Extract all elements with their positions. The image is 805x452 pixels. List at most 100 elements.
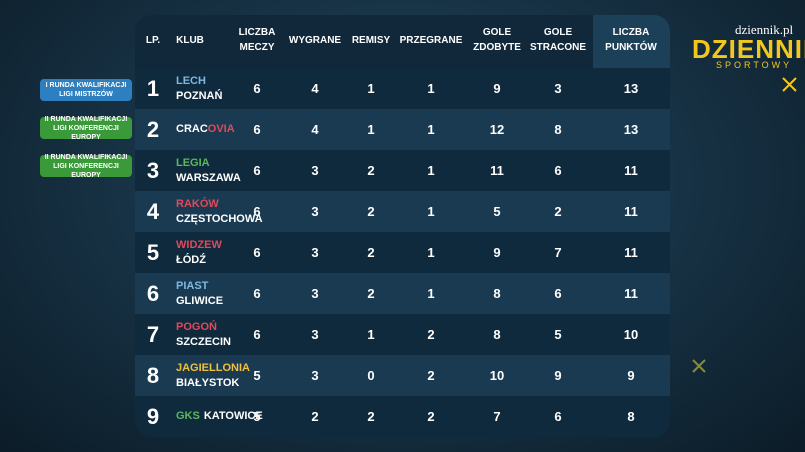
stat-value: 6 (253, 163, 261, 178)
stat-value: 3 (554, 81, 562, 96)
stat-value: 5 (493, 204, 501, 219)
stat-value: 11 (624, 286, 638, 301)
column-header: REMISY (351, 34, 391, 46)
stat-value: 3 (311, 163, 319, 178)
stat-value: 1 (427, 163, 435, 178)
stat-value: 13 (623, 81, 639, 96)
stat-value: 6 (253, 327, 261, 342)
stat-value: 9 (493, 245, 501, 260)
club-line: ŁÓDŹ (176, 253, 222, 268)
table-row: 5 WIDZEW ŁÓDŹ 6 3 2 1 9 7 11 (135, 232, 670, 273)
club-line: GLIWICE (176, 294, 223, 309)
club-name-part: GKS (176, 410, 200, 422)
club-name: JAGIELLONIA BIAŁYSTOK (176, 355, 250, 396)
column-header: GOLE ZDOBYTE (473, 27, 521, 53)
stat-value: 2 (367, 286, 375, 301)
club-line: LEGIA (176, 156, 241, 171)
table-row: 6 PIAST GLIWICE 6 3 2 1 8 6 11 (135, 273, 670, 314)
club-name-part: LECH (176, 74, 206, 87)
club-name: WIDZEW ŁÓDŹ (176, 232, 222, 273)
stat-value: 3 (311, 245, 319, 260)
club-name-part: LEGIA (176, 156, 210, 169)
stat-value: 8 (554, 122, 562, 137)
club-name-part: POZNAŃ (176, 89, 223, 102)
stat-value: 5 (554, 327, 562, 342)
column-header: PRZEGRANE (399, 34, 463, 46)
club-line: WARSZAWA (176, 171, 241, 186)
column-header: WYGRANE (288, 34, 342, 46)
club-name-part: BIAŁYSTOK (176, 376, 240, 389)
club-name-part: CRAC (176, 123, 208, 135)
stat-value: 0 (367, 368, 375, 383)
stat-value: 1 (427, 81, 435, 96)
club-name-part: ŁÓDŹ (176, 253, 206, 266)
stat-value: 1 (427, 286, 435, 301)
stat-value: 3 (311, 327, 319, 342)
stat-value: 9 (554, 368, 562, 383)
stat-value: 1 (367, 327, 375, 342)
stat-value: 6 (253, 286, 261, 301)
club-name-part: KATOWICE (203, 410, 263, 422)
stat-value: 4 (311, 122, 319, 137)
logo-site: dziennik.pl (735, 22, 794, 37)
club-name-part: WARSZAWA (176, 171, 241, 184)
club-name-part: JAGIELLONIA (176, 361, 250, 374)
position: 8 (146, 362, 160, 388)
stat-value: 6 (253, 81, 261, 96)
stat-value: 2 (427, 327, 435, 342)
stat-value: 3 (311, 204, 319, 219)
stat-value: 2 (367, 163, 375, 178)
table-row: 8 JAGIELLONIA BIAŁYSTOK 5 3 0 2 10 9 9 (135, 355, 670, 396)
stat-value: 9 (493, 81, 501, 96)
stat-value: 2 (427, 409, 435, 424)
stat-value: 1 (367, 81, 375, 96)
stat-value: 1 (427, 122, 435, 137)
qualification-label: II RUNDA KWALIFIKACJI LIGI KONFERENCJI E… (40, 154, 132, 179)
column-header: LP. (145, 34, 161, 46)
club-name: LECH POZNAŃ (176, 68, 222, 109)
club-name-part: RAKÓW (176, 197, 219, 210)
club-line: PIAST (176, 279, 223, 294)
stat-value: 11 (624, 204, 638, 219)
stat-value: 2 (554, 204, 562, 219)
stat-value: 3 (311, 286, 319, 301)
table-row: 2 CRACOVIA 6 4 1 1 12 8 13 (135, 109, 670, 150)
stat-value: 6 (554, 409, 562, 424)
stat-value: 13 (623, 122, 639, 137)
club-name: CRACOVIA (176, 109, 235, 150)
qualification-label: II RUNDA KWALIFIKACJI LIGI KONFERENCJI E… (40, 116, 132, 141)
club-name: GKS KATOWICE (176, 396, 263, 437)
stat-value: 8 (493, 286, 501, 301)
stat-value: 3 (311, 368, 319, 383)
club-line: WIDZEW (176, 238, 222, 253)
club-line: RAKÓW (176, 197, 263, 212)
stat-value: 12 (489, 122, 505, 137)
table-row: 9 GKS KATOWICE 5 2 2 2 7 6 8 (135, 396, 670, 437)
club-name-part: PIAST (176, 279, 209, 292)
club-line: SZCZECIN (176, 335, 231, 350)
stat-value: 4 (311, 81, 319, 96)
club-line: CRACOVIA (176, 122, 235, 137)
stat-value: 7 (554, 245, 562, 260)
table: LP. KLUB LICZBA MECZY WYGRANE REMISY PRZEGRAN… (135, 15, 670, 437)
stat-value: 8 (493, 327, 501, 342)
club-line: CZĘSTOCHOWA (176, 212, 263, 227)
stat-value: 6 (253, 204, 261, 219)
table-row: 7 POGOŃ SZCZECIN 6 3 1 2 8 5 10 (135, 314, 670, 355)
club-name: POGOŃ SZCZECIN (176, 314, 231, 355)
stat-value: 8 (627, 409, 635, 424)
stat-value: 10 (623, 327, 639, 342)
close-icon (782, 77, 797, 92)
club-line: LECH (176, 74, 222, 89)
column-header: KLUB (176, 34, 204, 46)
table-row: 1 LECH POZNAŃ 6 4 1 1 9 3 13 (135, 68, 670, 109)
column-header: LICZBA MECZY (238, 27, 276, 53)
position: 5 (146, 239, 160, 265)
qualification-label: I RUNDA KWALIFIKACJI LIGI MISTRZÓW (40, 79, 132, 101)
stat-value: 2 (427, 368, 435, 383)
stat-value: 6 (253, 122, 261, 137)
stat-value: 2 (311, 409, 319, 424)
column-header: GOLE STRACONE (529, 27, 587, 53)
stat-value: 6 (253, 245, 261, 260)
